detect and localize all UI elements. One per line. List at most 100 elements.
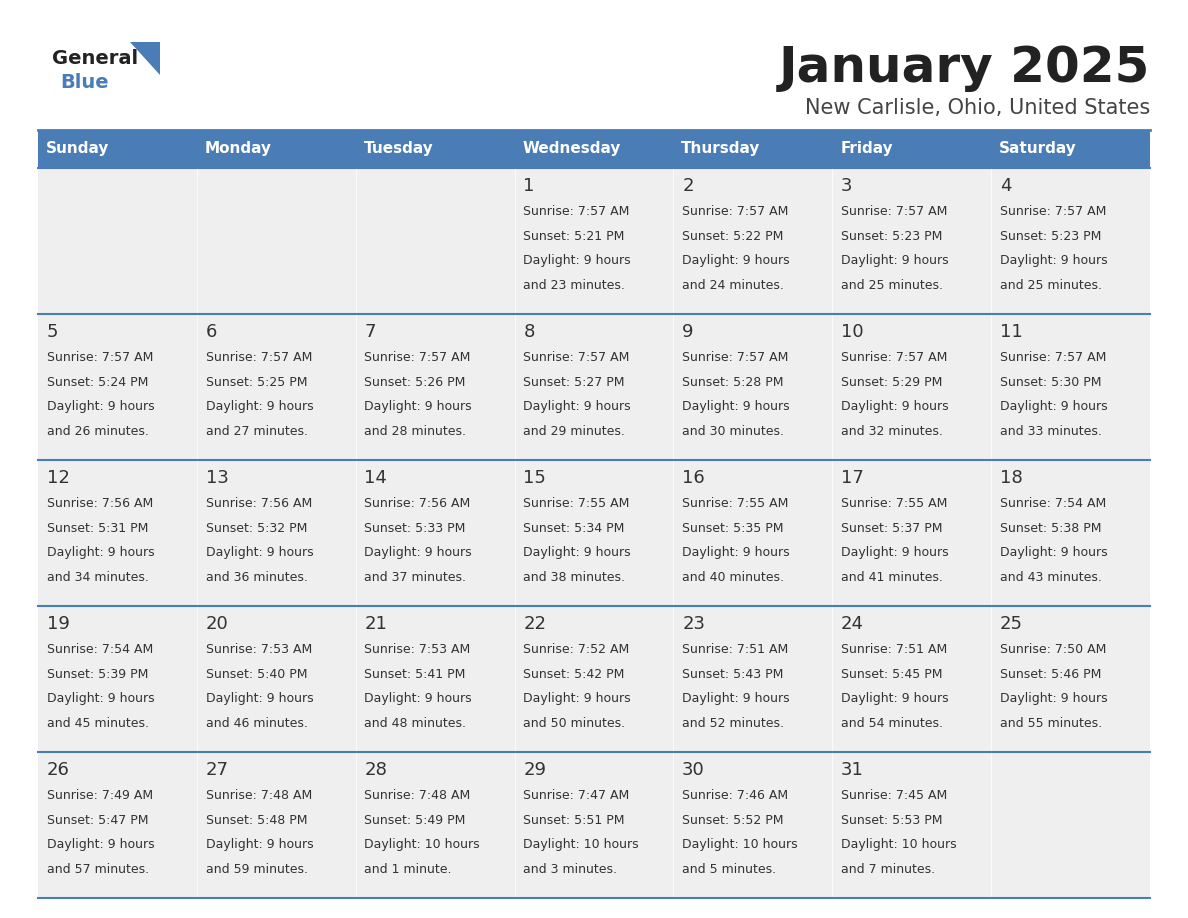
Text: Sunrise: 7:56 AM: Sunrise: 7:56 AM [46, 498, 153, 510]
Text: 10: 10 [841, 323, 864, 341]
Text: Sunrise: 7:51 AM: Sunrise: 7:51 AM [841, 644, 947, 656]
Text: and 27 minutes.: and 27 minutes. [206, 425, 308, 438]
Text: and 23 minutes.: and 23 minutes. [523, 279, 625, 292]
Text: Sunset: 5:42 PM: Sunset: 5:42 PM [523, 667, 625, 681]
Text: and 50 minutes.: and 50 minutes. [523, 717, 625, 730]
Text: Sunset: 5:52 PM: Sunset: 5:52 PM [682, 813, 784, 827]
Text: Sunrise: 7:53 AM: Sunrise: 7:53 AM [365, 644, 470, 656]
Text: and 45 minutes.: and 45 minutes. [46, 717, 148, 730]
Text: Daylight: 9 hours: Daylight: 9 hours [365, 400, 472, 413]
Text: 17: 17 [841, 469, 864, 487]
Bar [514, 752, 674, 898]
Text: Sunrise: 7:57 AM: Sunrise: 7:57 AM [365, 352, 470, 364]
Text: Sunrise: 7:57 AM: Sunrise: 7:57 AM [206, 352, 312, 364]
Text: January 2025: January 2025 [778, 44, 1150, 92]
Text: and 1 minute.: and 1 minute. [365, 863, 451, 876]
Text: Thursday: Thursday [682, 141, 760, 156]
Text: and 52 minutes.: and 52 minutes. [682, 717, 784, 730]
Text: Sunset: 5:46 PM: Sunset: 5:46 PM [1000, 667, 1101, 681]
Text: Daylight: 9 hours: Daylight: 9 hours [46, 546, 154, 559]
Text: Sunset: 5:22 PM: Sunset: 5:22 PM [682, 230, 784, 242]
Text: and 37 minutes.: and 37 minutes. [365, 571, 467, 584]
Text: Sunset: 5:51 PM: Sunset: 5:51 PM [523, 813, 625, 827]
Text: Sunset: 5:40 PM: Sunset: 5:40 PM [206, 667, 307, 681]
Text: 19: 19 [46, 615, 70, 633]
Text: Sunset: 5:35 PM: Sunset: 5:35 PM [682, 521, 784, 535]
Text: Daylight: 9 hours: Daylight: 9 hours [841, 692, 949, 705]
Bar [674, 314, 833, 460]
Text: Daylight: 9 hours: Daylight: 9 hours [841, 400, 949, 413]
Text: Sunrise: 7:57 AM: Sunrise: 7:57 AM [841, 352, 947, 364]
Text: Daylight: 9 hours: Daylight: 9 hours [523, 400, 631, 413]
Text: Sunset: 5:49 PM: Sunset: 5:49 PM [365, 813, 466, 827]
Text: Daylight: 9 hours: Daylight: 9 hours [206, 838, 314, 851]
Text: Sunset: 5:23 PM: Sunset: 5:23 PM [1000, 230, 1101, 242]
Text: 7: 7 [365, 323, 375, 341]
Text: Sunset: 5:23 PM: Sunset: 5:23 PM [841, 230, 942, 242]
Text: 21: 21 [365, 615, 387, 633]
Bar [833, 606, 991, 752]
Text: Sunrise: 7:55 AM: Sunrise: 7:55 AM [523, 498, 630, 510]
Text: Sunset: 5:38 PM: Sunset: 5:38 PM [1000, 521, 1101, 535]
Text: Daylight: 9 hours: Daylight: 9 hours [1000, 400, 1107, 413]
Text: 29: 29 [523, 761, 546, 778]
Text: and 43 minutes.: and 43 minutes. [1000, 571, 1101, 584]
Text: Daylight: 9 hours: Daylight: 9 hours [523, 692, 631, 705]
Text: Sunset: 5:41 PM: Sunset: 5:41 PM [365, 667, 466, 681]
Bar [38, 752, 197, 898]
Text: Sunrise: 7:57 AM: Sunrise: 7:57 AM [523, 352, 630, 364]
Text: Sunrise: 7:57 AM: Sunrise: 7:57 AM [682, 206, 789, 218]
Text: 26: 26 [46, 761, 70, 778]
Text: 2: 2 [682, 177, 694, 195]
Text: Daylight: 9 hours: Daylight: 9 hours [206, 692, 314, 705]
Bar [197, 460, 355, 606]
Bar [833, 752, 991, 898]
Text: 22: 22 [523, 615, 546, 633]
Bar [38, 460, 197, 606]
Text: Blue: Blue [61, 73, 108, 92]
Text: and 59 minutes.: and 59 minutes. [206, 863, 308, 876]
Text: Sunset: 5:39 PM: Sunset: 5:39 PM [46, 667, 148, 681]
Bar [833, 460, 991, 606]
Text: Sunset: 5:31 PM: Sunset: 5:31 PM [46, 521, 148, 535]
Text: Sunday: Sunday [46, 141, 109, 156]
Bar [991, 168, 1150, 314]
Text: 23: 23 [682, 615, 706, 633]
Text: Sunrise: 7:57 AM: Sunrise: 7:57 AM [1000, 352, 1106, 364]
Text: Sunset: 5:48 PM: Sunset: 5:48 PM [206, 813, 307, 827]
Bar [514, 606, 674, 752]
Bar [355, 752, 514, 898]
Text: Sunrise: 7:49 AM: Sunrise: 7:49 AM [46, 789, 153, 802]
Text: 12: 12 [46, 469, 70, 487]
Bar [38, 168, 197, 314]
Text: Sunrise: 7:54 AM: Sunrise: 7:54 AM [46, 644, 153, 656]
Text: Sunrise: 7:50 AM: Sunrise: 7:50 AM [1000, 644, 1106, 656]
Bar [514, 168, 674, 314]
Bar [514, 460, 674, 606]
Bar [514, 314, 674, 460]
Text: 5: 5 [46, 323, 58, 341]
Text: Daylight: 9 hours: Daylight: 9 hours [1000, 254, 1107, 267]
Text: 15: 15 [523, 469, 546, 487]
Text: 6: 6 [206, 323, 217, 341]
Bar [197, 168, 355, 314]
Text: Sunrise: 7:48 AM: Sunrise: 7:48 AM [206, 789, 311, 802]
Text: 27: 27 [206, 761, 228, 778]
Text: Sunrise: 7:57 AM: Sunrise: 7:57 AM [841, 206, 947, 218]
Bar [674, 606, 833, 752]
Text: and 41 minutes.: and 41 minutes. [841, 571, 943, 584]
Text: Daylight: 9 hours: Daylight: 9 hours [682, 546, 790, 559]
Bar [38, 314, 197, 460]
Text: and 57 minutes.: and 57 minutes. [46, 863, 148, 876]
Text: Sunset: 5:25 PM: Sunset: 5:25 PM [206, 375, 307, 388]
Text: and 24 minutes.: and 24 minutes. [682, 279, 784, 292]
Text: Sunrise: 7:55 AM: Sunrise: 7:55 AM [841, 498, 947, 510]
Text: and 7 minutes.: and 7 minutes. [841, 863, 935, 876]
Text: 30: 30 [682, 761, 704, 778]
Text: Daylight: 9 hours: Daylight: 9 hours [682, 692, 790, 705]
Text: 4: 4 [1000, 177, 1011, 195]
Text: Sunrise: 7:46 AM: Sunrise: 7:46 AM [682, 789, 789, 802]
Text: and 29 minutes.: and 29 minutes. [523, 425, 625, 438]
Text: Saturday: Saturday [999, 141, 1076, 156]
Text: Daylight: 9 hours: Daylight: 9 hours [841, 546, 949, 559]
